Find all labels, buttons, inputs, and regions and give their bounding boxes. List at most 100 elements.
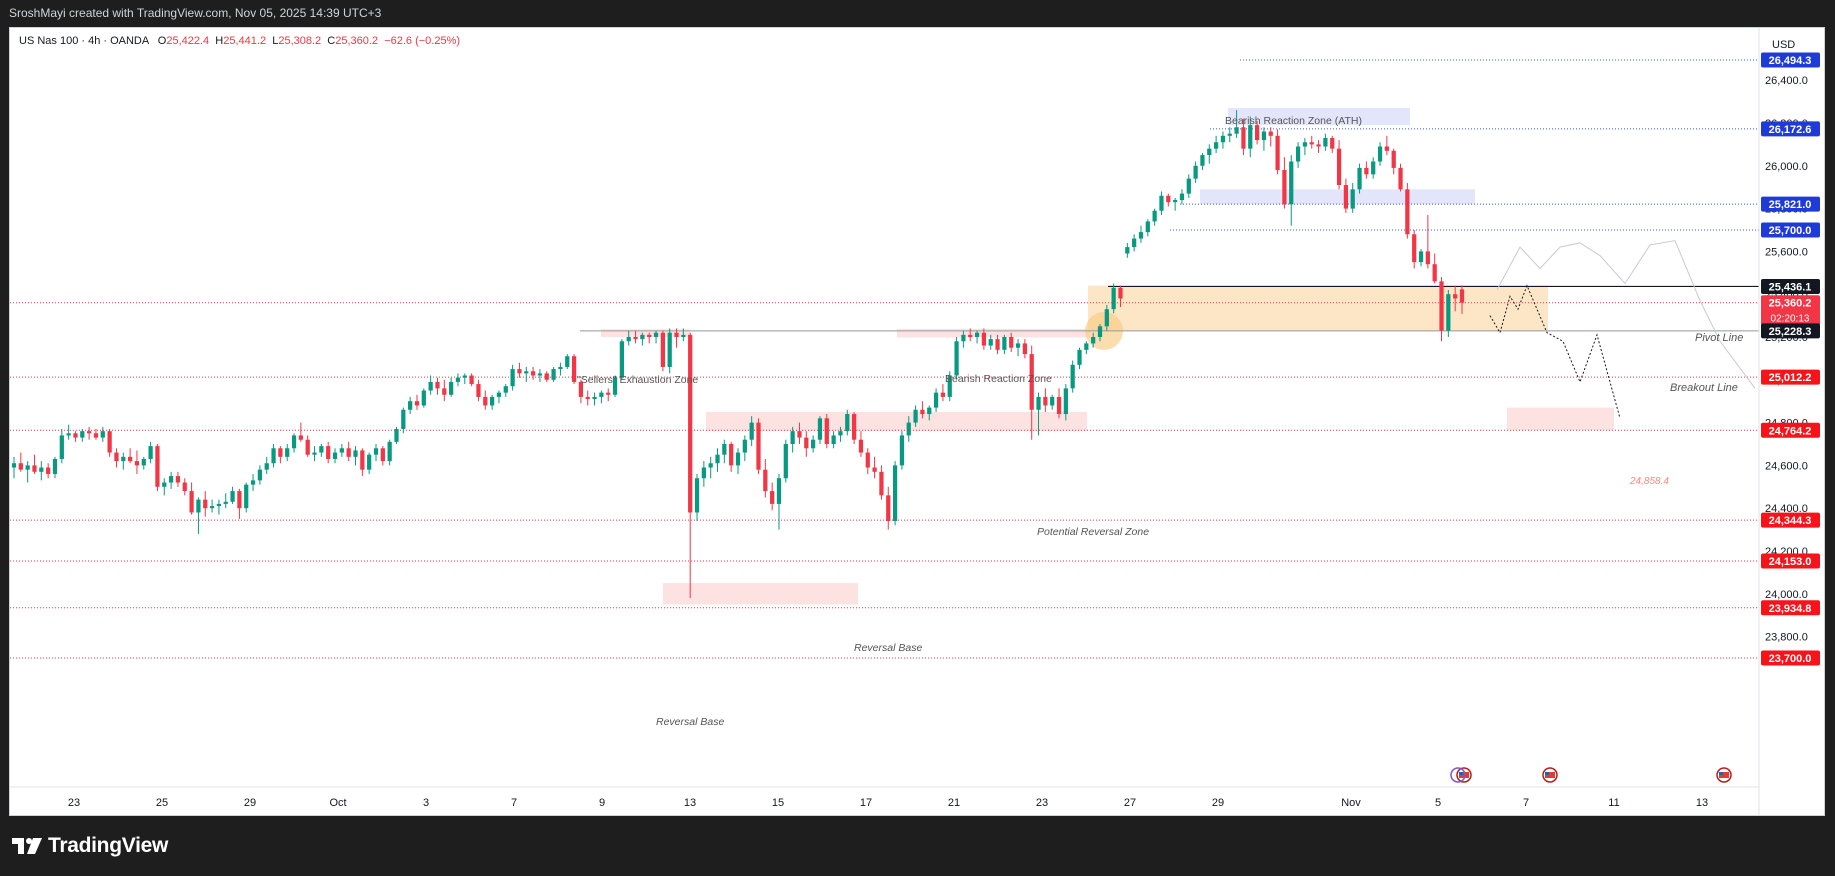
tradingview-logo[interactable]: TradingView	[12, 834, 168, 858]
candle-body	[886, 495, 891, 522]
event-icons[interactable]	[1450, 767, 1732, 783]
candle-body	[606, 392, 611, 395]
candle-body	[18, 463, 23, 470]
time-tick-label: 29	[244, 797, 256, 809]
candle-body	[858, 439, 864, 453]
candle-body	[585, 396, 590, 400]
candle-body	[592, 396, 597, 400]
price-badge-label: 23,934.8	[1769, 603, 1812, 615]
candle-body	[1063, 388, 1068, 415]
candle-body	[360, 450, 365, 470]
annotations: Bearish Reaction Zone (ATH) "Sellers" Ex…	[577, 115, 1743, 728]
candle-body	[811, 439, 816, 449]
candle-body	[380, 448, 385, 462]
candle-body	[510, 369, 515, 387]
event-marker-icon	[1450, 767, 1466, 783]
price-badge-label: 26,172.6	[1769, 124, 1812, 136]
candle-body	[1336, 148, 1342, 186]
candle-body	[537, 373, 543, 376]
price-tick-label: 24,400.0	[1765, 503, 1808, 515]
candle-body	[46, 467, 51, 474]
candle-body	[940, 392, 946, 397]
candle-body	[838, 431, 843, 436]
candle-body	[271, 448, 276, 464]
candle-body	[332, 452, 338, 459]
candle-body	[1166, 195, 1171, 203]
candle-body	[927, 407, 932, 415]
candle-body	[517, 369, 522, 374]
candle-body	[394, 429, 399, 442]
price-tick-label: 23,800.0	[1765, 632, 1808, 644]
reversal-zone	[706, 411, 1087, 432]
candle-body	[455, 377, 461, 382]
reversal-base-label-1: Reversal Base	[854, 642, 922, 654]
price-badge	[1761, 295, 1820, 326]
price-badge-label: 24,764.2	[1769, 425, 1812, 437]
time-axis[interactable]: 23 25 29 Oct 3 7 9 13 15 17 21 23 27 29 Nov 5 7 11 13	[10, 786, 1759, 809]
candle-body	[708, 463, 713, 468]
candle-body	[278, 448, 283, 457]
candle-body	[1398, 167, 1403, 190]
candle-body	[968, 334, 973, 337]
candle-body	[483, 396, 488, 406]
candle-body	[257, 469, 263, 481]
candle-body	[428, 381, 433, 391]
close-label: C	[327, 35, 336, 47]
candle-body	[674, 332, 679, 337]
candle-body	[87, 431, 92, 434]
candle-body	[237, 491, 242, 509]
us-event-flag-stripes	[1459, 772, 1469, 778]
time-tick-label: 23	[68, 797, 80, 809]
candle-body	[1138, 232, 1144, 239]
candle-body	[326, 446, 331, 459]
candle-body	[974, 332, 980, 337]
candle-body	[285, 448, 290, 457]
candle-body	[1132, 238, 1137, 248]
price-badge	[1761, 600, 1820, 616]
candle-body	[892, 465, 898, 522]
candle-body	[1254, 125, 1260, 141]
price-badge	[1761, 650, 1820, 666]
candle-body	[162, 482, 167, 487]
candle-body	[196, 499, 201, 513]
price-badge	[1761, 323, 1820, 339]
candle-body	[756, 422, 761, 470]
candle-body	[209, 506, 215, 509]
candle-body	[920, 409, 925, 415]
countdown-label: 02:20:13	[1771, 314, 1810, 325]
candle-body	[1295, 146, 1301, 162]
price-badge	[1761, 512, 1820, 528]
candle-body	[134, 461, 140, 466]
candle-body	[305, 439, 310, 455]
candle-body	[906, 422, 911, 436]
candle-body	[1050, 396, 1055, 406]
brand-text: TradingView	[48, 834, 169, 857]
candle-body	[1186, 178, 1191, 194]
us-event-flag-stripes	[1719, 772, 1729, 778]
candle-body	[1330, 137, 1335, 149]
candle-body	[571, 356, 577, 382]
price-chart[interactable]: Bearish Reaction Zone (ATH) "Sellers" Ex…	[0, 0, 1835, 816]
price-badge-label: 25,821.0	[1769, 199, 1812, 211]
low-value: 25,308.2	[278, 35, 322, 47]
support-zone	[1200, 189, 1475, 205]
pivot-zone	[1088, 285, 1548, 331]
candle-body	[1459, 289, 1465, 303]
candle-body	[1343, 185, 1349, 209]
time-tick-label: 15	[772, 797, 784, 809]
price-axis[interactable]: USD 23,800.024,000.024,200.024,400.024,6…	[1758, 28, 1824, 815]
candle-body	[1152, 210, 1157, 222]
time-tick-label: 7	[511, 797, 517, 809]
bullish-projection	[1496, 240, 1756, 389]
candle-body	[578, 381, 584, 397]
candle-body	[66, 433, 71, 436]
candle-body	[11, 463, 17, 468]
candle-body	[1371, 161, 1376, 175]
reversal-base-zone	[663, 583, 858, 605]
candle-body	[1377, 146, 1383, 162]
candle-body	[1070, 364, 1075, 389]
bearish-zone	[897, 328, 1090, 338]
candle-body	[1111, 287, 1116, 310]
candle-body	[1275, 135, 1280, 171]
candle-body	[1193, 165, 1198, 179]
